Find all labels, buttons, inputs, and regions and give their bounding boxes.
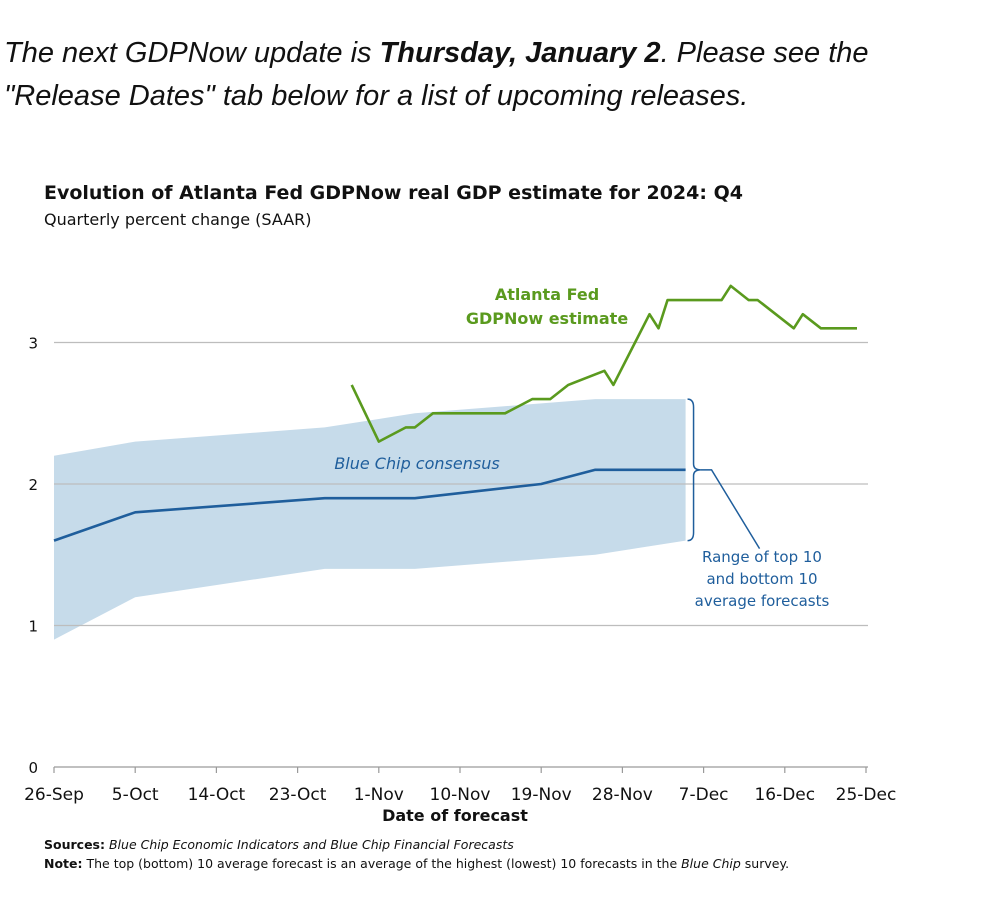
x-tick-label: 5-Oct xyxy=(112,785,159,805)
range-band xyxy=(54,399,686,640)
notice-text-1: The next GDPNow update is xyxy=(4,37,380,69)
chart-sources: Sources: Blue Chip Economic Indicators a… xyxy=(44,836,804,853)
x-axis-label: Date of forecast xyxy=(382,806,528,825)
x-tick-label: 26-Sep xyxy=(24,785,84,805)
chart-note: Note: The top (bottom) 10 average foreca… xyxy=(44,855,804,872)
range-leader-line xyxy=(700,469,761,549)
sources-label: Sources: xyxy=(44,837,105,852)
x-tick-label: 25-Dec xyxy=(836,785,897,805)
x-tick-label: 19-Nov xyxy=(511,785,572,805)
gdpnow-label: GDPNow estimate xyxy=(466,309,629,328)
next-update-date: Thursday, January 2 xyxy=(379,37,661,69)
range-bracket xyxy=(687,398,701,542)
y-tick-label: 3 xyxy=(28,335,38,353)
range-label: and bottom 10 xyxy=(706,570,817,588)
notice-text-2: . Please see the "Release Dates" tab bel… xyxy=(4,37,869,112)
x-tick-label: 28-Nov xyxy=(592,785,653,805)
note-label: Note: xyxy=(44,856,83,871)
note-text-b: survey. xyxy=(740,856,790,871)
x-tick-label: 10-Nov xyxy=(430,785,491,805)
note-text-a: The top (bottom) 10 average forecast is … xyxy=(86,856,682,871)
range-label: average forecasts xyxy=(695,592,830,610)
x-tick-label: 1-Nov xyxy=(354,785,404,805)
y-tick-label: 1 xyxy=(28,618,38,636)
chart-title: Evolution of Atlanta Fed GDPNow real GDP… xyxy=(44,182,743,204)
consensus-label: Blue Chip consensus xyxy=(334,454,499,473)
x-tick-label: 7-Dec xyxy=(679,785,729,805)
gdpnow-update-notice: The next GDPNow update is Thursday, Janu… xyxy=(4,32,984,118)
x-tick-label: 14-Oct xyxy=(188,785,246,805)
gdpnow-line xyxy=(350,284,857,443)
note-text-italic: Blue Chip xyxy=(681,856,741,871)
consensus-line xyxy=(53,468,686,542)
range-label: Range of top 10 xyxy=(702,548,822,566)
sources-text: Blue Chip Economic Indicators and Blue C… xyxy=(108,837,514,852)
y-tick-label: 0 xyxy=(28,759,38,777)
chart-subtitle: Quarterly percent change (SAAR) xyxy=(44,210,312,229)
x-tick-label: 16-Dec xyxy=(754,785,815,805)
y-tick-label: 2 xyxy=(28,476,38,494)
x-tick-label: 23-Oct xyxy=(269,785,327,805)
gdpnow-label: Atlanta Fed xyxy=(495,285,599,304)
